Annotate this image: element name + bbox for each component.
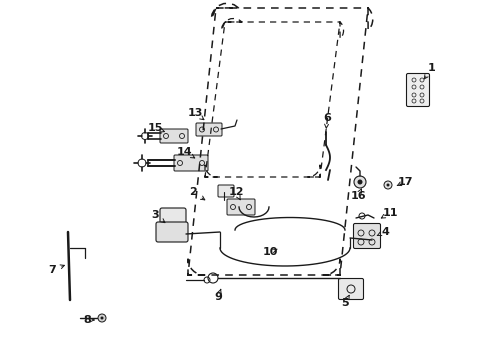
Circle shape — [101, 316, 103, 320]
Text: 11: 11 — [382, 208, 397, 218]
Text: 14: 14 — [177, 147, 192, 157]
Text: 1: 1 — [427, 63, 435, 73]
Circle shape — [353, 176, 365, 188]
Text: 6: 6 — [323, 113, 330, 123]
Text: 5: 5 — [341, 298, 348, 308]
Circle shape — [383, 181, 391, 189]
Text: 2: 2 — [189, 187, 197, 197]
Text: 16: 16 — [349, 191, 365, 201]
Circle shape — [357, 180, 362, 184]
Text: 7: 7 — [48, 265, 56, 275]
Text: 4: 4 — [380, 227, 388, 237]
Text: 8: 8 — [83, 315, 91, 325]
Text: 12: 12 — [228, 187, 243, 197]
FancyBboxPatch shape — [160, 129, 187, 143]
FancyBboxPatch shape — [218, 185, 234, 197]
FancyBboxPatch shape — [160, 208, 185, 226]
Text: 15: 15 — [147, 123, 163, 133]
Text: 13: 13 — [187, 108, 202, 118]
Text: 3: 3 — [151, 210, 159, 220]
Circle shape — [386, 184, 389, 186]
FancyBboxPatch shape — [174, 155, 207, 171]
FancyBboxPatch shape — [406, 73, 428, 107]
Text: 17: 17 — [396, 177, 412, 187]
Circle shape — [98, 314, 106, 322]
FancyBboxPatch shape — [156, 222, 187, 242]
FancyBboxPatch shape — [226, 199, 254, 215]
FancyBboxPatch shape — [338, 279, 363, 300]
Text: 9: 9 — [214, 292, 222, 302]
FancyBboxPatch shape — [196, 123, 222, 136]
Text: 10: 10 — [262, 247, 277, 257]
FancyBboxPatch shape — [353, 224, 380, 248]
